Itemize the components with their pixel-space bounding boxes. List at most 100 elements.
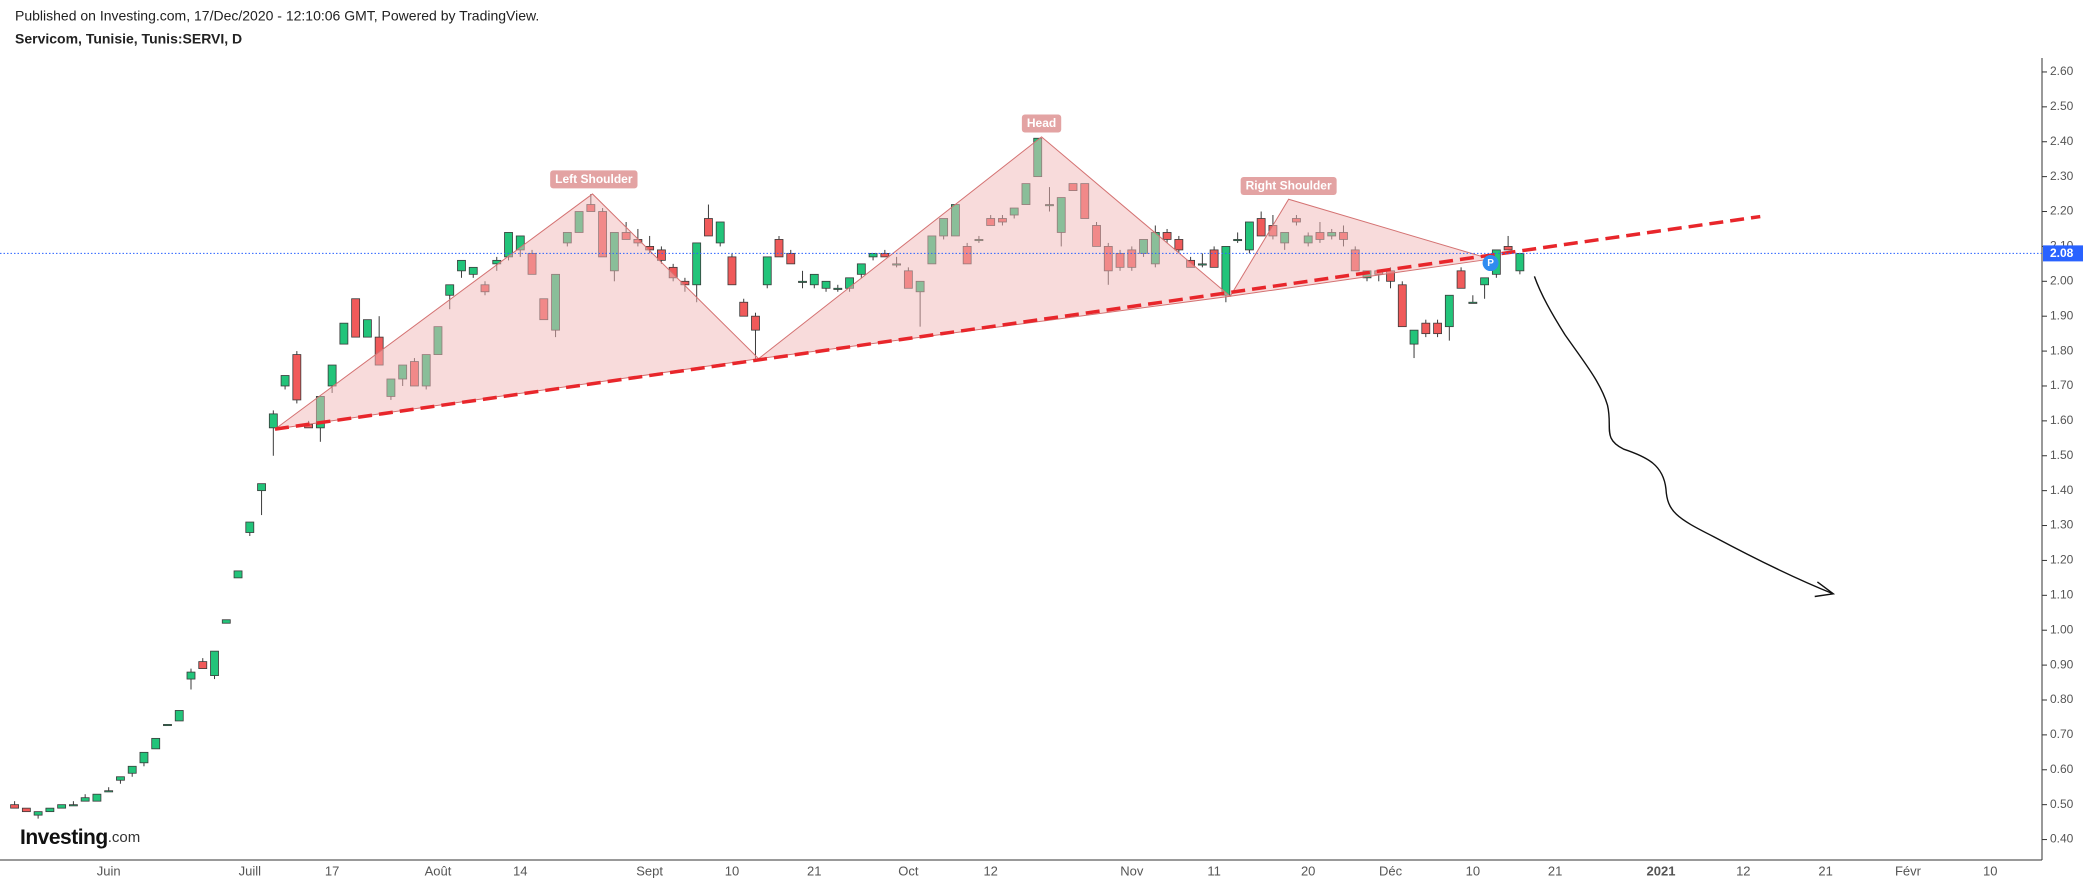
x-tick-label: Oct bbox=[898, 863, 919, 878]
candle-body bbox=[1468, 301, 1478, 304]
candle-body bbox=[704, 218, 713, 237]
candle-body bbox=[856, 263, 866, 275]
candle-body bbox=[1397, 284, 1407, 328]
x-tick-label: 20 bbox=[1301, 863, 1315, 878]
candle-body bbox=[445, 284, 455, 296]
candle-body bbox=[1421, 322, 1431, 335]
pattern-drawings bbox=[275, 137, 1833, 597]
candle-body bbox=[10, 804, 20, 809]
candle-body bbox=[45, 807, 55, 813]
annotation-labels: Left Shoulder Head Right Shoulder bbox=[550, 114, 1337, 195]
x-tick-label: 10 bbox=[1983, 863, 1997, 878]
candle-body bbox=[292, 354, 302, 401]
y-tick-label: 1.50 bbox=[2050, 448, 2074, 462]
last-price-label: 2.08 bbox=[2050, 246, 2074, 260]
candle-body bbox=[868, 252, 878, 258]
y-tick-label: 2.20 bbox=[2050, 204, 2074, 218]
candle-body bbox=[221, 619, 231, 624]
x-tick-label: Nov bbox=[1120, 863, 1144, 878]
candle-body bbox=[1174, 239, 1184, 251]
candle-body bbox=[1209, 249, 1219, 268]
y-tick-label: 2.50 bbox=[2050, 99, 2074, 113]
annotation-box bbox=[1240, 176, 1337, 195]
candle-body bbox=[257, 483, 266, 492]
candle-body bbox=[127, 765, 137, 774]
neckline bbox=[275, 217, 1760, 430]
badge-circle bbox=[1482, 255, 1499, 272]
annotation-label: Right Shoulder bbox=[1246, 179, 1332, 193]
candle-body bbox=[116, 776, 125, 781]
y-tick-label: 0.80 bbox=[2050, 692, 2074, 706]
candle-body bbox=[268, 413, 278, 429]
candle-body bbox=[1503, 246, 1513, 251]
forecast-arrow bbox=[1534, 276, 1833, 594]
candle-body bbox=[210, 650, 219, 676]
candle-body bbox=[1480, 277, 1489, 286]
candle-body bbox=[468, 266, 478, 275]
candle-body bbox=[339, 322, 349, 345]
y-tick-label: 1.10 bbox=[2050, 587, 2074, 601]
y-tick-label: 1.00 bbox=[2050, 622, 2074, 636]
logo: Investing.com bbox=[20, 826, 140, 849]
arrow-head bbox=[1815, 582, 1834, 597]
candle-body bbox=[92, 793, 102, 802]
y-tick-label: 2.60 bbox=[2050, 64, 2074, 78]
candle-body bbox=[809, 273, 819, 286]
candle-body bbox=[280, 375, 290, 387]
candle-body bbox=[351, 298, 361, 338]
x-tick-label: 12 bbox=[983, 863, 997, 878]
candle-body bbox=[80, 797, 90, 802]
y-tick-label: 1.70 bbox=[2050, 378, 2074, 392]
candle-body bbox=[139, 751, 149, 764]
candle-body bbox=[245, 521, 255, 533]
candle-body bbox=[1433, 322, 1442, 335]
y-tick-label: 0.40 bbox=[2050, 832, 2074, 846]
logo-suffix: .com bbox=[108, 829, 141, 846]
x-tick-label: 12 bbox=[1736, 863, 1750, 878]
candle-body bbox=[57, 804, 67, 809]
candle-body bbox=[1515, 252, 1525, 272]
x-tick-label: 21 bbox=[1548, 863, 1562, 878]
candle-body bbox=[798, 280, 807, 283]
x-tick-label: 21 bbox=[807, 863, 821, 878]
candle-body bbox=[1233, 239, 1243, 242]
candle-body bbox=[786, 252, 796, 265]
candle-body bbox=[692, 242, 702, 286]
candle-body bbox=[1245, 221, 1254, 251]
y-tick-label: 1.90 bbox=[2050, 308, 2074, 322]
candle-body bbox=[833, 287, 843, 290]
candle-body bbox=[762, 256, 772, 286]
x-tick-label: Août bbox=[425, 863, 452, 878]
candle-body bbox=[821, 280, 831, 289]
last-price-box bbox=[2043, 245, 2083, 262]
candle-body bbox=[1197, 263, 1207, 266]
candle-body bbox=[186, 671, 196, 680]
y-tick-label: 0.60 bbox=[2050, 762, 2074, 776]
x-tick-label: 10 bbox=[1466, 863, 1480, 878]
candle-body bbox=[774, 239, 784, 258]
candle-body bbox=[715, 221, 725, 244]
candle-body bbox=[362, 319, 372, 338]
chart-title: Servicom, Tunisie, Tunis:SERVI, D bbox=[15, 31, 242, 47]
candle-body bbox=[174, 710, 184, 722]
y-tick-label: 2.00 bbox=[2050, 273, 2074, 287]
y-tick-label: 2.40 bbox=[2050, 134, 2074, 148]
annotation-label: Head bbox=[1027, 116, 1056, 130]
candle-body bbox=[327, 364, 337, 387]
y-tick-label: 0.90 bbox=[2050, 657, 2074, 671]
y-tick-label: 1.80 bbox=[2050, 343, 2074, 357]
candle-body bbox=[198, 661, 208, 669]
candle-body bbox=[727, 256, 737, 286]
candle-body bbox=[21, 807, 31, 813]
y-tick-label: 0.70 bbox=[2050, 727, 2074, 741]
candle-body bbox=[33, 811, 43, 816]
x-tick-label: Juill bbox=[239, 863, 262, 878]
y-tick-label: 1.20 bbox=[2050, 553, 2074, 567]
y-tick-label: 2.30 bbox=[2050, 169, 2074, 183]
x-tick-label: Févr bbox=[1895, 863, 1922, 878]
candle-body bbox=[1409, 329, 1419, 345]
candle-body bbox=[69, 804, 78, 807]
candle-body bbox=[233, 570, 243, 579]
candle-body bbox=[1256, 218, 1266, 237]
